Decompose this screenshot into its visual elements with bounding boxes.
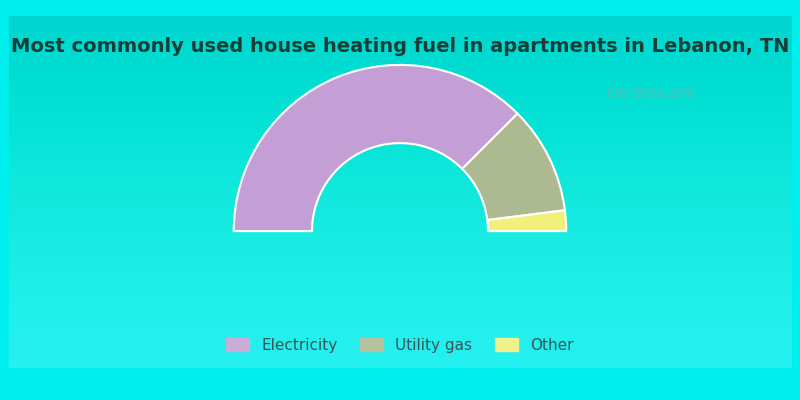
Wedge shape — [234, 65, 518, 231]
Wedge shape — [462, 114, 565, 220]
Wedge shape — [487, 210, 566, 231]
Legend: Electricity, Utility gas, Other: Electricity, Utility gas, Other — [218, 330, 582, 360]
Text: Most commonly used house heating fuel in apartments in Lebanon, TN: Most commonly used house heating fuel in… — [11, 37, 789, 56]
Text: City-Data.com: City-Data.com — [606, 87, 695, 100]
